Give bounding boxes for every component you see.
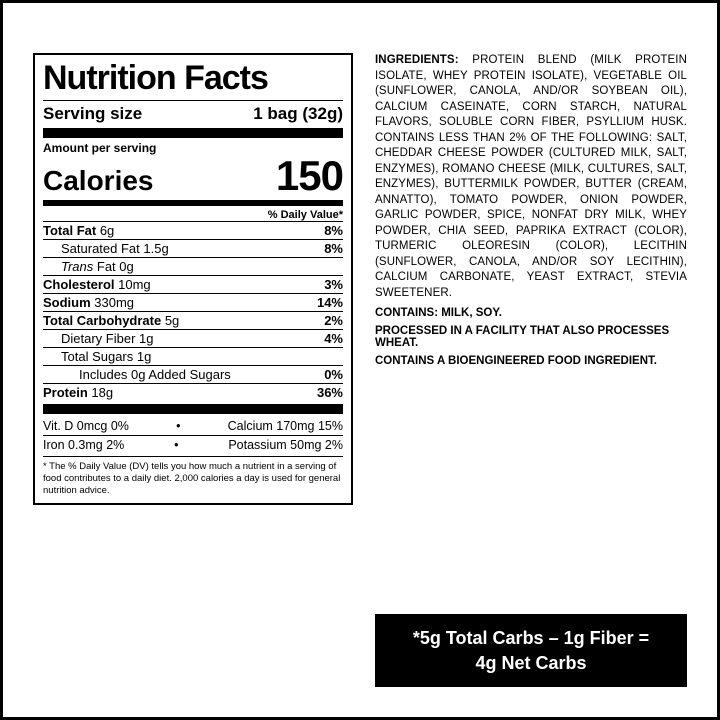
nutrient-label: Protein 18g (43, 385, 113, 400)
ingredients-label: INGREDIENTS: (375, 54, 459, 66)
daily-value-header: % Daily Value* (43, 209, 343, 221)
nutrient-label: Saturated Fat 1.5g (43, 241, 169, 256)
nutrient-label: Total Carbohydrate 5g (43, 313, 179, 328)
potassium: Potassium 50mg 2% (228, 438, 343, 452)
nutrition-panel: Nutrition Facts Serving size 1 bag (32g)… (33, 53, 353, 505)
page-frame: Nutrition Facts Serving size 1 bag (32g)… (0, 0, 720, 720)
net-carbs-callout: *5g Total Carbs – 1g Fiber = 4g Net Carb… (375, 614, 687, 687)
right-column: INGREDIENTS: PROTEIN BLEND (MILK PROTEIN… (375, 53, 687, 687)
nutrient-row: Total Sugars 1g (43, 347, 343, 365)
nutrient-label: Includes 0g Added Sugars (43, 367, 231, 382)
nutrient-row: Includes 0g Added Sugars 0% (43, 365, 343, 383)
serving-size-value: 1 bag (32g) (253, 104, 343, 124)
nutrient-dv: 4% (324, 331, 343, 346)
vitmin-row-1: Vit. D 0mcg 0% • Calcium 170mg 15% (43, 417, 343, 435)
nutrient-row: Protein 18g 36% (43, 383, 343, 401)
nutrition-facts-title: Nutrition Facts (43, 59, 343, 98)
iron: Iron 0.3mg 2% (43, 438, 124, 452)
nutrient-row: Total Carbohydrate 5g 2% (43, 311, 343, 329)
nutrient-dv: 2% (324, 313, 343, 328)
net-carbs-line-1: *5g Total Carbs – 1g Fiber = (383, 626, 679, 650)
nutrient-rows: Total Fat 6g 8% Saturated Fat 1.5g 8% Trans … (43, 221, 343, 401)
nutrient-row: Sodium 330mg 14% (43, 293, 343, 311)
nutrient-row: Saturated Fat 1.5g 8% (43, 239, 343, 257)
nutrient-label: Total Fat 6g (43, 223, 114, 238)
nutrient-dv: 8% (324, 223, 343, 238)
nutrient-dv: 3% (324, 277, 343, 292)
nutrient-label: Cholesterol 10mg (43, 277, 151, 292)
calcium: Calcium 170mg 15% (228, 419, 343, 433)
nutrient-label: Dietary Fiber 1g (43, 331, 154, 346)
bioengineered-line: CONTAINS A BIOENGINEERED FOOD INGREDIENT… (375, 355, 687, 367)
nutrient-row: Total Fat 6g 8% (43, 221, 343, 239)
nutrient-label: Total Sugars 1g (43, 349, 151, 364)
nutrient-dv: 0% (324, 367, 343, 382)
bullet-icon: • (176, 419, 180, 433)
nutrient-dv: 8% (324, 241, 343, 256)
vitamin-d: Vit. D 0mcg 0% (43, 419, 129, 433)
serving-size-label: Serving size (43, 104, 142, 124)
calories-label: Calories (43, 165, 154, 197)
nutrient-row: Dietary Fiber 1g 4% (43, 329, 343, 347)
nutrient-label: Sodium 330mg (43, 295, 134, 310)
nutrient-row: Trans Fat 0g (43, 257, 343, 275)
vitmin-row-2: Iron 0.3mg 2% • Potassium 50mg 2% (43, 435, 343, 454)
bullet-icon: • (174, 438, 178, 452)
nutrient-row: Cholesterol 10mg 3% (43, 275, 343, 293)
net-carbs-line-2: 4g Net Carbs (383, 651, 679, 675)
contains-line: CONTAINS: MILK, SOY. (375, 307, 687, 319)
nutrient-label: Trans Fat 0g (43, 259, 134, 274)
calories-value: 150 (276, 155, 343, 197)
ingredients-block: INGREDIENTS: PROTEIN BLEND (MILK PROTEIN… (375, 53, 687, 301)
nutrient-dv: 36% (317, 385, 343, 400)
nutrient-dv: 14% (317, 295, 343, 310)
dv-footnote: * The % Daily Value (DV) tells you how m… (43, 461, 343, 497)
left-column: Nutrition Facts Serving size 1 bag (32g)… (33, 53, 353, 687)
facility-line: PROCESSED IN A FACILITY THAT ALSO PROCES… (375, 325, 687, 349)
ingredients-text: PROTEIN BLEND (MILK PROTEIN ISOLATE, WHE… (375, 54, 687, 299)
